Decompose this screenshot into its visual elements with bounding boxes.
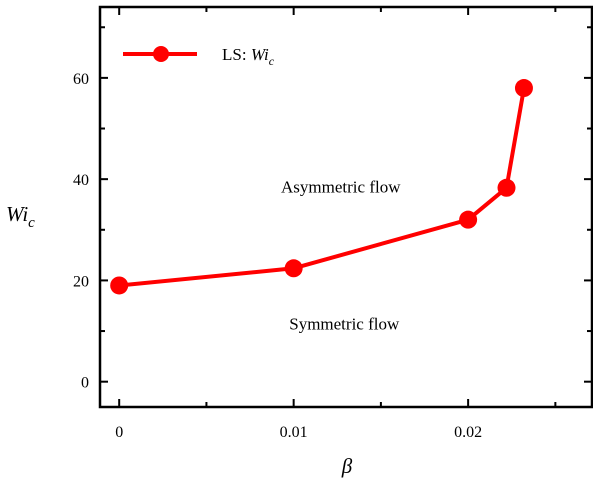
annotation-label: Asymmetric flow [281, 178, 401, 197]
y-tick-label: 20 [73, 273, 89, 290]
data-point [284, 259, 303, 278]
ticks [100, 7, 592, 407]
y-axis-label: Wic [6, 202, 35, 231]
data-point [514, 79, 533, 98]
legend-marker [153, 46, 169, 62]
tick-labels: 0 0.01 0.02 0 20 40 60 [73, 71, 482, 441]
data-point [497, 178, 516, 197]
plot-frame [98, 5, 593, 409]
y-tick-label: 40 [73, 172, 89, 189]
annotation-label: Symmetric flow [289, 314, 400, 333]
x-tick-label: 0.02 [454, 424, 482, 441]
legend: LS: Wic [123, 45, 275, 68]
annotations: Asymmetric flow Symmetric flow [281, 178, 401, 334]
data-point [110, 276, 129, 295]
x-axis-label: β [341, 454, 353, 478]
data-point [459, 210, 478, 229]
x-tick-label: 0.01 [280, 424, 308, 441]
x-tick-label: 0 [115, 424, 123, 441]
series [110, 79, 533, 295]
y-tick-label: 60 [73, 71, 89, 88]
y-tick-label: 0 [81, 375, 89, 392]
legend-label: LS: Wic [222, 45, 275, 68]
